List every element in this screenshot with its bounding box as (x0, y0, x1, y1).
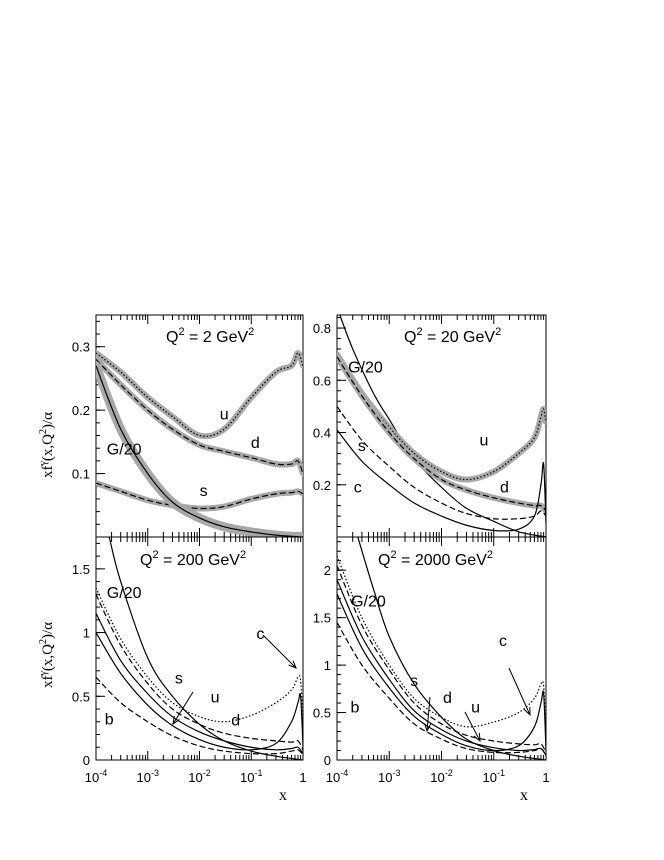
y-tick-label: 0 (324, 753, 331, 768)
x-tick-label: 10-2 (188, 768, 210, 785)
arrow-pointer (172, 691, 194, 726)
curve-label-s: s (358, 438, 366, 455)
svg-text:xfγ(x,Q2)/α: xfγ(x,Q2)/α (38, 622, 56, 688)
y-tick-label: 0.6 (313, 373, 331, 388)
y-tick-label: 1.5 (313, 611, 331, 626)
curve-label-u: u (480, 433, 489, 450)
series-b (337, 622, 546, 756)
series-c (337, 593, 546, 752)
y-tick-label: 0.2 (313, 478, 331, 493)
curve-label-g-20: G/20 (107, 585, 142, 602)
curve-label-b: b (350, 700, 359, 717)
x-tick-label: 1 (542, 770, 549, 785)
series-g-20 (339, 315, 546, 537)
y-tick-label: 0.5 (313, 706, 331, 721)
series-d (337, 565, 546, 753)
curve-label-u: u (471, 700, 480, 717)
y-tick-label: 0.8 (313, 321, 331, 336)
x-tick-label: 10-2 (430, 768, 452, 785)
panel-1: 0.1 0.2 0.3 Q2 = 2 GeV2 u d G/20 s (72, 314, 304, 538)
y-tick-label: 1 (83, 626, 90, 641)
curve-label-c: c (499, 633, 507, 650)
series-u-uncertainty-band (96, 350, 303, 440)
series-u-uncertainty-band (337, 351, 546, 483)
x-tick-label: 1 (299, 770, 306, 785)
series-b (96, 676, 303, 756)
curve-label-u: u (220, 407, 229, 424)
y-tick-label: 0.5 (72, 689, 90, 704)
panel-4: 0 0.5 1 1.5 2 10-4 10-3 10-2 10-1 1 Q2 = 2000 GeV2… (313, 536, 550, 785)
y-tick-label: 1 (324, 658, 331, 673)
series-g-20 (108, 537, 303, 760)
ylabel-top: xfγ(x,Q2)/α (38, 412, 56, 478)
y-tick-label: 0.3 (72, 340, 90, 355)
curve-label-d: d (443, 690, 452, 707)
plot-frame (95, 314, 304, 538)
curve-label-g-20: G/20 (348, 359, 383, 376)
panel-2: 0.2 0.4 0.6 0.8 Q2 = 20 GeV2 G/20 u s d c (313, 314, 547, 538)
ylabel-bottom: xfγ(x,Q2)/α (38, 622, 56, 688)
series-d (96, 594, 303, 751)
series-s (96, 613, 303, 754)
curve-label-d: d (500, 480, 509, 497)
y-tick-label: 0.2 (72, 403, 90, 418)
curve-label-c: c (354, 480, 362, 497)
series-s (337, 406, 546, 520)
y-tick-label: 2 (324, 563, 331, 578)
svg-text:xfγ(x,Q2)/α: xfγ(x,Q2)/α (38, 412, 56, 478)
series-u (337, 555, 546, 732)
xlabel-right: x (520, 787, 528, 804)
panel-title: Q2 = 2000 GeV2 (378, 549, 493, 569)
curve-label-s: s (175, 671, 183, 688)
series-g-20 (96, 365, 303, 537)
plot-frame (95, 536, 304, 761)
x-tick-label: 10-3 (378, 768, 400, 785)
y-tick-label: 0.1 (72, 467, 90, 482)
y-tick-label: 1.5 (72, 562, 90, 577)
curve-label-s: s (200, 483, 208, 500)
curve-label-d: d (231, 713, 240, 730)
series-g-20 (357, 537, 546, 760)
curve-label-b: b (105, 711, 114, 728)
curve-label-u: u (211, 690, 220, 707)
xlabel-left: x (279, 787, 287, 804)
curve-label-c: c (256, 626, 264, 643)
series-c (337, 429, 546, 532)
series-c (96, 632, 303, 751)
arrow-pointer (262, 634, 297, 669)
y-tick-label: 0 (83, 753, 90, 768)
panel-title: Q2 = 200 GeV2 (140, 549, 246, 569)
series-d-uncertainty-band (96, 356, 303, 477)
y-tick-label: 0.4 (313, 426, 331, 441)
arrow-pointer (424, 696, 432, 733)
curve-label-g-20: G/20 (107, 442, 142, 459)
x-tick-label: 10-4 (85, 768, 107, 785)
panel-title: Q2 = 20 GeV2 (404, 326, 501, 346)
x-tick-label: 10-1 (483, 768, 505, 785)
x-tick-label: 10-3 (137, 768, 159, 785)
series-s (96, 482, 303, 510)
panel-3: 0 0.5 1 1.5 10-4 10-3 10-2 10-1 1 Q2 = 200 GeV2 G/… (72, 536, 307, 785)
x-tick-label: 10-1 (240, 768, 262, 785)
x-tick-label: 10-4 (326, 768, 348, 785)
curve-label-d: d (251, 435, 260, 452)
curve-label-g-20: G/20 (351, 593, 386, 610)
curve-label-s: s (410, 673, 418, 690)
arrow-pointer (464, 711, 481, 743)
panel-title: Q2 = 2 GeV2 (166, 326, 254, 346)
arrow-pointer (508, 667, 531, 717)
